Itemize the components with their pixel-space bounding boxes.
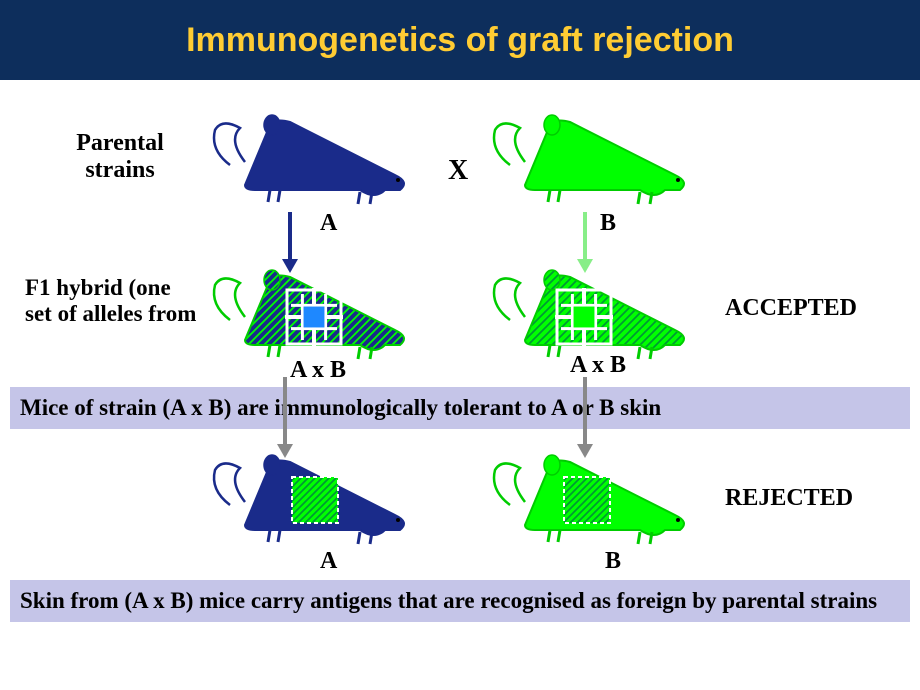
label-rejected: REJECTED (725, 485, 853, 512)
label-parental: Parental strains (45, 130, 195, 184)
diagram-canvas: Parental strains X A B F1 hybrid (one se… (0, 80, 920, 690)
label-b-3: B (605, 548, 621, 575)
cross-symbol: X (448, 155, 468, 187)
arrow-f1-left-down (270, 375, 300, 460)
label-b-1: B (600, 210, 616, 237)
arrow-f1-right-down (570, 375, 600, 460)
title-bar: Immunogenetics of graft rejection (0, 0, 920, 80)
slide-title: Immunogenetics of graft rejection (186, 21, 734, 60)
rejection-band: Skin from (A x B) mice carry antigens th… (10, 580, 910, 622)
graft-hatched-right (562, 475, 612, 525)
label-accepted: ACCEPTED (725, 295, 857, 322)
graft-green (555, 288, 613, 346)
mouse-parent-a (200, 110, 420, 220)
label-a-1: A (320, 210, 337, 237)
mouse-parent-b (480, 110, 700, 220)
label-a-3: A (320, 548, 337, 575)
label-f1: F1 hybrid (one set of alleles from (25, 275, 200, 327)
tolerance-band: Mice of strain (A x B) are immunological… (10, 387, 910, 429)
graft-blue (285, 288, 343, 346)
graft-hatched-left (290, 475, 340, 525)
